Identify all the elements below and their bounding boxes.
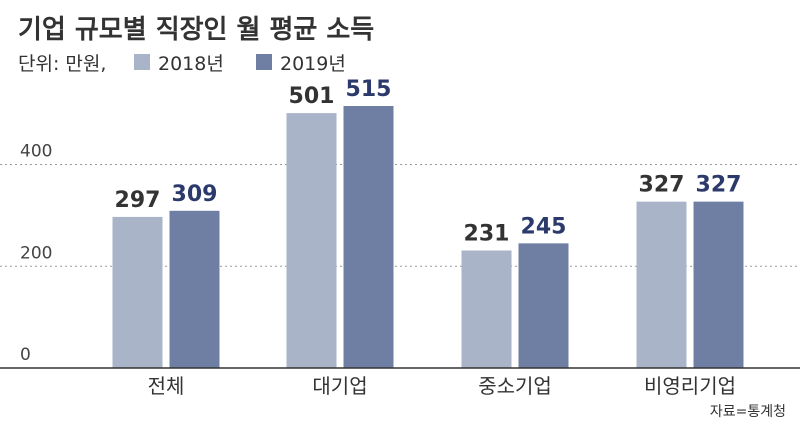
bar-3-0 — [636, 201, 687, 368]
value-label-3-1: 327 — [696, 173, 742, 198]
category-label-2: 중소기업 — [478, 374, 552, 398]
legend-label-2019: 2019년 — [280, 53, 346, 75]
unit-label: 단위: 만원, — [18, 53, 106, 75]
value-label-0-0: 297 — [115, 188, 161, 213]
value-label-1-0: 501 — [289, 84, 335, 109]
y-tick-label: 0 — [20, 345, 31, 365]
bar-0-0 — [112, 216, 163, 368]
legend-label-2018: 2018년 — [158, 53, 224, 75]
value-label-3-0: 327 — [639, 173, 685, 198]
chart-title: 기업 규모별 직장인 월 평균 소득 — [18, 15, 374, 45]
legend-swatch-2019 — [256, 54, 272, 70]
bar-0-1 — [169, 210, 220, 368]
source-label: 자료=통계청 — [710, 404, 786, 420]
value-label-2-1: 245 — [521, 214, 567, 239]
value-labels: 297 309 501 515 231 245 327 327 — [115, 77, 742, 246]
category-labels: 전체 대기업 중소기업 비영리기업 — [148, 374, 736, 398]
legend-swatch-2018 — [134, 54, 150, 70]
bar-1-0 — [286, 113, 337, 368]
value-label-0-1: 309 — [172, 182, 218, 207]
bar-3-1 — [693, 201, 744, 368]
value-label-2-0: 231 — [464, 221, 510, 246]
y-tick-label: 200 — [20, 243, 52, 263]
category-label-1: 대기업 — [312, 374, 367, 398]
bar-1-1 — [343, 106, 394, 368]
y-tick-label: 400 — [20, 142, 52, 162]
value-label-1-1: 515 — [346, 77, 392, 102]
bars — [112, 106, 744, 368]
category-label-0: 전체 — [148, 374, 185, 398]
category-label-3: 비영리기업 — [644, 374, 736, 398]
legend: 단위: 만원, 2018년 2019년 — [18, 53, 346, 75]
bar-2-0 — [461, 250, 512, 368]
bar-2-1 — [518, 243, 569, 368]
